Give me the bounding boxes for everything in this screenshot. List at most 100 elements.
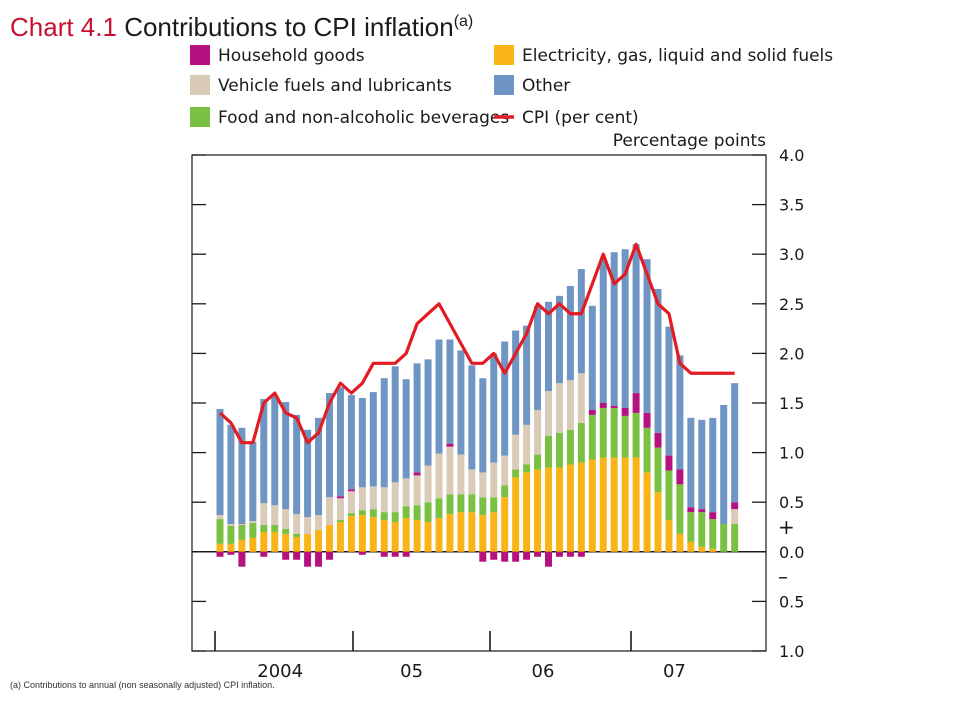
bar-household-16 [391,551,399,557]
bar-vehicle-19 [424,465,432,503]
bar-household-42 [676,469,684,485]
bar-electricity-5 [271,531,279,552]
bar-other-46 [720,404,728,525]
bar-household-24 [479,551,487,562]
bar-household-28 [523,551,531,560]
bar-food-47 [731,524,739,552]
bar-other-0 [216,408,224,516]
bar-electricity-26 [501,497,509,552]
bar-other-4 [260,399,268,504]
bar-food-13 [358,510,366,516]
units-label: Percentage points [613,131,766,151]
bar-household-0 [216,551,224,557]
bar-food-27 [512,469,520,478]
bar-food-30 [545,435,552,468]
bar-vehicle-15 [380,487,388,513]
bar-other-44 [698,419,706,510]
bar-vehicle-47 [731,509,739,525]
bar-household-33 [577,551,585,557]
bar-electricity-3 [249,537,257,552]
bar-vehicle-26 [501,455,509,486]
bar-electricity-33 [577,462,585,552]
bar-food-33 [577,422,585,463]
bar-household-36 [610,405,618,408]
bar-other-26 [501,341,509,456]
bar-electricity-4 [260,531,268,552]
bar-food-41 [665,470,673,521]
bar-electricity-35 [599,457,607,552]
bar-electricity-22 [457,512,465,552]
bar-other-12 [347,395,355,490]
bar-other-10 [326,393,333,498]
bar-electricity-2 [238,539,246,552]
bar-vehicle-24 [479,472,487,498]
bar-other-3 [249,441,257,522]
bar-food-14 [369,509,377,518]
bar-food-25 [490,497,498,513]
bar-household-30 [545,551,552,567]
bar-food-4 [260,525,268,532]
legend-label-electricity: Electricity, gas, liquid and solid fuels [522,46,833,66]
bar-vehicle-32 [566,380,574,430]
bar-household-41 [665,455,673,471]
bar-electricity-14 [369,517,377,552]
bar-vehicle-31 [555,383,563,433]
bar-vehicle-28 [523,424,531,465]
bar-household-40 [654,432,662,448]
bar-vehicle-27 [512,434,520,470]
bar-electricity-13 [358,515,366,552]
bar-vehicle-2 [238,524,246,526]
bar-electricity-17 [402,518,410,552]
bar-other-17 [402,379,410,479]
bar-food-12 [347,513,355,517]
legend-swatch-household [190,45,210,65]
bar-household-18 [413,472,421,476]
bar-other-47 [731,383,739,503]
bar-household-13 [358,551,366,555]
bar-food-0 [216,519,224,544]
bar-household-15 [380,551,388,557]
chart-number: Chart 4.1 [10,12,117,42]
bar-household-37 [621,407,629,416]
bar-food-3 [249,523,257,538]
legend-label-household: Household goods [218,46,365,66]
bar-household-29 [534,551,542,557]
bar-food-22 [457,494,465,513]
chart-title-text: Contributions to CPI inflation [124,12,454,42]
sign-minus: – [778,565,788,589]
bar-vehicle-6 [282,509,290,529]
bar-vehicle-23 [468,469,476,495]
legend-label-food: Food and non-alcoholic beverages [218,108,509,128]
legend-swatch-other [494,75,514,95]
bar-food-1 [227,526,235,544]
bar-vehicle-11 [336,498,344,521]
bar-other-19 [424,359,432,466]
bar-food-42 [676,484,684,534]
bar-household-39 [643,412,651,428]
bar-food-5 [271,525,279,532]
bar-electricity-8 [304,533,312,552]
bar-vehicle-22 [457,454,465,495]
bar-other-34 [588,305,596,410]
y-tick-label-5: 1.5 [779,394,804,413]
bar-other-14 [369,392,377,487]
bar-food-18 [413,505,421,521]
bar-electricity-0 [216,543,224,552]
bar-electricity-39 [643,472,651,552]
legend-label-cpi: CPI (per cent) [522,108,639,128]
bar-other-21 [446,339,454,444]
legend-label-vehicle: Vehicle fuels and lubricants [218,76,452,96]
bar-other-22 [457,350,465,455]
y-tick-label-4: 2.0 [779,344,804,363]
bar-other-9 [315,417,323,516]
bar-vehicle-21 [446,446,454,495]
bar-electricity-23 [468,512,476,552]
bar-electricity-20 [435,518,443,552]
bar-electricity-11 [336,522,344,552]
bar-food-21 [446,494,454,515]
bar-other-30 [545,301,552,392]
bar-household-27 [512,551,520,562]
bar-food-37 [621,415,629,458]
bar-electricity-1 [227,543,235,552]
bar-vehicle-4 [260,503,268,526]
